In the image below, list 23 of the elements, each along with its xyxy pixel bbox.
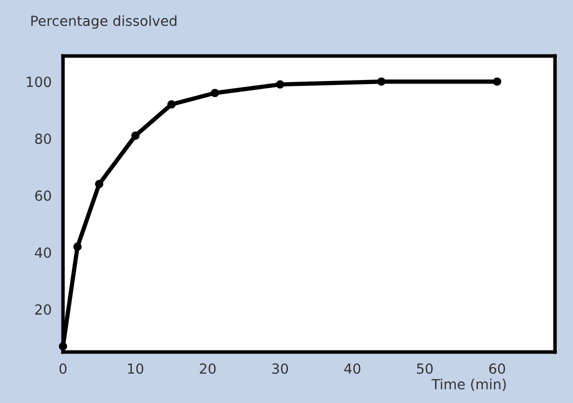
y-tick-label: 60: [35, 190, 51, 201]
x-axis-title: Time (min): [431, 378, 506, 392]
x-tick-label: 50: [417, 363, 433, 374]
point: [210, 88, 220, 98]
point: [58, 342, 68, 350]
x-tick-label: 40: [344, 363, 360, 374]
x-tick-label: 30: [272, 363, 288, 374]
y-axis-title: Percentage dissolved: [31, 15, 176, 29]
point: [276, 80, 284, 89]
x-tick-label: 20: [200, 363, 216, 374]
y-tick-label: 100: [26, 76, 51, 88]
x-tick-label: 60: [489, 363, 506, 374]
y-tick-label: 20: [35, 304, 51, 315]
point: [492, 77, 502, 86]
y-tick-label: 80: [35, 134, 51, 144]
x-tick-label: 10: [128, 363, 144, 374]
point: [167, 100, 176, 109]
point: [377, 77, 386, 86]
point: [95, 180, 104, 188]
point: [73, 242, 82, 251]
point: [131, 132, 140, 140]
y-tick-label: 40: [34, 247, 51, 258]
x-tick-label: 0: [59, 363, 66, 374]
